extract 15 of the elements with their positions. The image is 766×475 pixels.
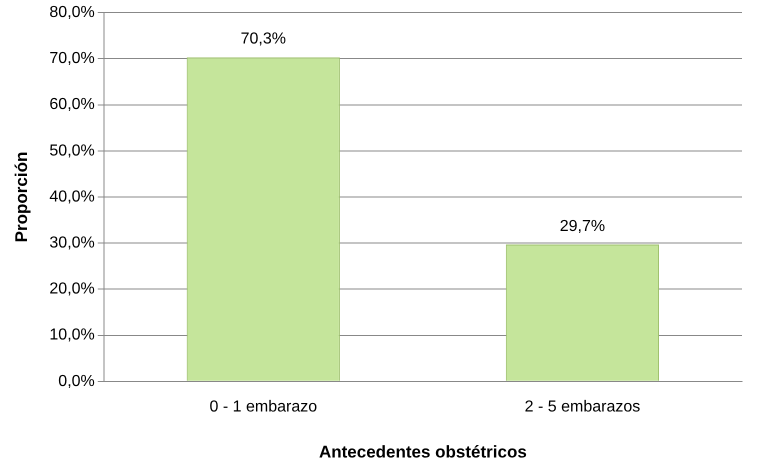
- y-tick-label: 30,0%: [49, 234, 95, 252]
- y-axis-title: Proporción: [12, 152, 31, 242]
- y-tick-label: 20,0%: [49, 280, 95, 298]
- data-label: 70,3%: [240, 30, 286, 48]
- x-tick-label: 0 - 1 embarazo: [210, 398, 318, 416]
- data-label: 29,7%: [560, 218, 606, 235]
- y-tick-label: 70,0%: [49, 50, 95, 68]
- x-tick-label: 2 - 5 embarazos: [524, 398, 640, 416]
- x-axis-title: Antecedentes obstétricos: [318, 442, 527, 462]
- y-tick-label: 10,0%: [49, 326, 95, 344]
- y-tick-label: 80,0%: [49, 4, 95, 22]
- y-tick-label: 0,0%: [58, 372, 95, 390]
- y-tick-label: 60,0%: [49, 96, 95, 114]
- y-tick-label: 50,0%: [49, 142, 95, 160]
- y-tick-label: 40,0%: [49, 188, 95, 206]
